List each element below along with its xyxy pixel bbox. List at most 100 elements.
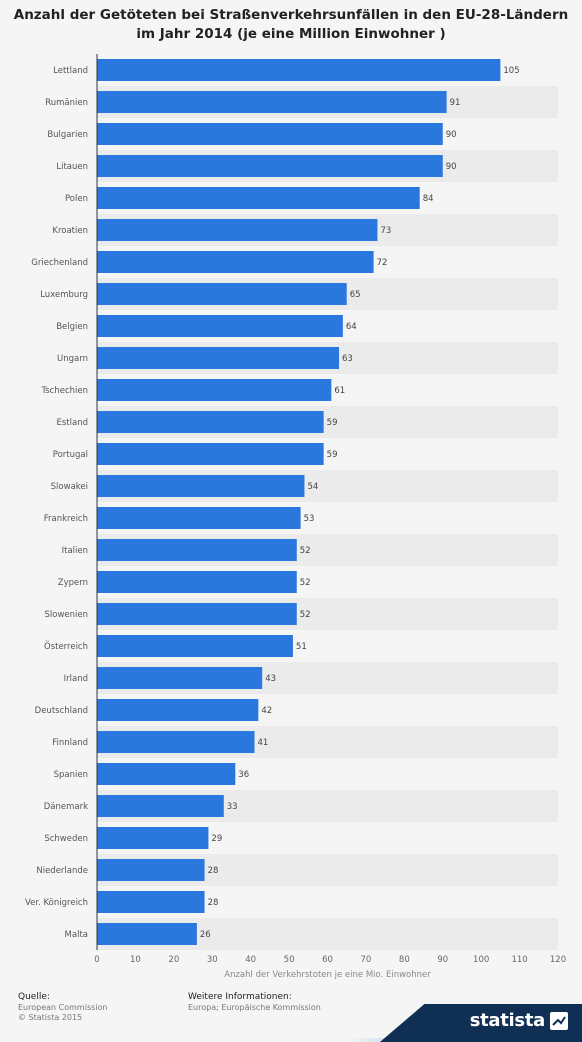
value-label: 26 bbox=[200, 930, 211, 940]
value-label: 73 bbox=[380, 226, 391, 236]
category-label: Frankreich bbox=[44, 514, 88, 524]
bar[interactable] bbox=[97, 699, 259, 721]
bar[interactable] bbox=[97, 731, 255, 753]
category-label: Spanien bbox=[54, 770, 88, 780]
bar[interactable] bbox=[97, 539, 297, 561]
bar[interactable] bbox=[97, 123, 443, 145]
bar[interactable] bbox=[97, 667, 263, 689]
bar[interactable] bbox=[97, 635, 293, 657]
x-tick-label: 60 bbox=[322, 955, 333, 965]
bar[interactable] bbox=[97, 187, 420, 209]
category-label: Zypern bbox=[58, 578, 88, 588]
bar[interactable] bbox=[97, 315, 343, 337]
bar[interactable] bbox=[97, 571, 297, 593]
value-label: 42 bbox=[261, 706, 272, 716]
value-label: 33 bbox=[227, 802, 238, 812]
x-tick-label: 40 bbox=[245, 955, 256, 965]
bar[interactable] bbox=[97, 251, 374, 273]
x-tick-label: 80 bbox=[399, 955, 410, 965]
bar[interactable] bbox=[97, 763, 236, 785]
category-labels: Lettland Rumänien Bulgarien Litauen Polen Kro… bbox=[25, 66, 88, 940]
value-label: 36 bbox=[238, 770, 249, 780]
chart-title: Anzahl der Getöteten bei Straßenverkehrs… bbox=[13, 7, 569, 42]
value-label: 91 bbox=[450, 98, 461, 108]
bar[interactable] bbox=[97, 59, 501, 81]
category-label: Ver. Königreich bbox=[25, 898, 88, 908]
value-label: 29 bbox=[211, 834, 222, 844]
category-label: Belgien bbox=[56, 322, 88, 332]
value-label: 72 bbox=[377, 258, 388, 268]
bar[interactable] bbox=[97, 795, 224, 817]
bar[interactable] bbox=[97, 379, 332, 401]
category-label: Ungarn bbox=[57, 354, 88, 364]
category-label: Luxemburg bbox=[40, 290, 88, 300]
bar[interactable] bbox=[97, 603, 297, 625]
category-label: Österreich bbox=[44, 641, 88, 652]
category-label: Estland bbox=[57, 418, 89, 428]
category-label: Bulgarien bbox=[47, 130, 88, 140]
value-label: 90 bbox=[446, 130, 457, 140]
statista-logo[interactable]: statista bbox=[470, 1010, 568, 1031]
x-tick-labels: 0 10 20 30 40 50 60 70 80 90 100 110 120 bbox=[94, 955, 566, 965]
value-label: 64 bbox=[346, 322, 357, 332]
value-label: 52 bbox=[300, 610, 311, 620]
category-label: Kroatien bbox=[52, 226, 88, 236]
bar[interactable] bbox=[97, 411, 324, 433]
category-label: Litauen bbox=[56, 162, 88, 172]
value-label: 53 bbox=[304, 514, 315, 524]
category-label: Dänemark bbox=[44, 802, 88, 812]
category-label: Portugal bbox=[53, 450, 88, 460]
value-label: 41 bbox=[258, 738, 269, 748]
value-label: 52 bbox=[300, 546, 311, 556]
bar-chart: Lettland Rumänien Bulgarien Litauen Polen Kro… bbox=[25, 54, 566, 980]
category-label: Tschechien bbox=[40, 386, 88, 396]
brand-name: statista bbox=[469, 1010, 546, 1031]
bar[interactable] bbox=[97, 507, 301, 529]
category-label: Slowakei bbox=[51, 482, 88, 492]
category-label: Rumänien bbox=[45, 98, 88, 108]
statista-mark-icon bbox=[550, 1011, 568, 1030]
bar[interactable] bbox=[97, 91, 447, 113]
x-tick-label: 70 bbox=[361, 955, 372, 965]
value-label: 105 bbox=[503, 66, 519, 76]
brand-accent-bar bbox=[0, 1038, 582, 1042]
bar[interactable] bbox=[97, 219, 378, 241]
info-line: Europa; Europäische Kommission bbox=[188, 1002, 321, 1012]
value-label: 28 bbox=[208, 898, 219, 908]
bar[interactable] bbox=[97, 347, 340, 369]
value-label: 61 bbox=[334, 386, 345, 396]
bars bbox=[97, 59, 501, 945]
category-label: Polen bbox=[65, 194, 88, 204]
category-label: Slowenien bbox=[44, 610, 88, 620]
info-heading: Weitere Informationen: bbox=[188, 992, 292, 1002]
source-block: Quelle: European Commission © Statista 2… bbox=[18, 992, 107, 1024]
x-tick-label: 110 bbox=[511, 955, 527, 965]
bar[interactable] bbox=[97, 155, 443, 177]
category-label: Lettland bbox=[53, 66, 88, 76]
source-heading: Quelle: bbox=[18, 992, 50, 1002]
value-label: 65 bbox=[350, 290, 361, 300]
value-label: 59 bbox=[327, 418, 338, 428]
category-label: Griechenland bbox=[31, 258, 88, 268]
bar[interactable] bbox=[97, 827, 209, 849]
bar[interactable] bbox=[97, 283, 347, 305]
category-label: Deutschland bbox=[35, 706, 88, 716]
category-label: Malta bbox=[65, 930, 88, 940]
value-label: 51 bbox=[296, 642, 307, 652]
category-label: Niederlande bbox=[36, 866, 88, 876]
x-tick-label: 10 bbox=[130, 955, 141, 965]
bar[interactable] bbox=[97, 475, 305, 497]
value-label: 52 bbox=[300, 578, 311, 588]
source-line: European Commission bbox=[18, 1002, 108, 1012]
category-label: Schweden bbox=[44, 834, 88, 844]
x-tick-label: 30 bbox=[207, 955, 218, 965]
x-tick-label: 50 bbox=[284, 955, 295, 965]
bar[interactable] bbox=[97, 443, 324, 465]
bar[interactable] bbox=[97, 891, 205, 913]
bar[interactable] bbox=[97, 859, 205, 881]
bar[interactable] bbox=[97, 923, 197, 945]
value-label: 84 bbox=[423, 194, 434, 204]
value-label: 54 bbox=[307, 482, 318, 492]
x-tick-label: 20 bbox=[168, 955, 179, 965]
value-label: 63 bbox=[342, 354, 353, 364]
